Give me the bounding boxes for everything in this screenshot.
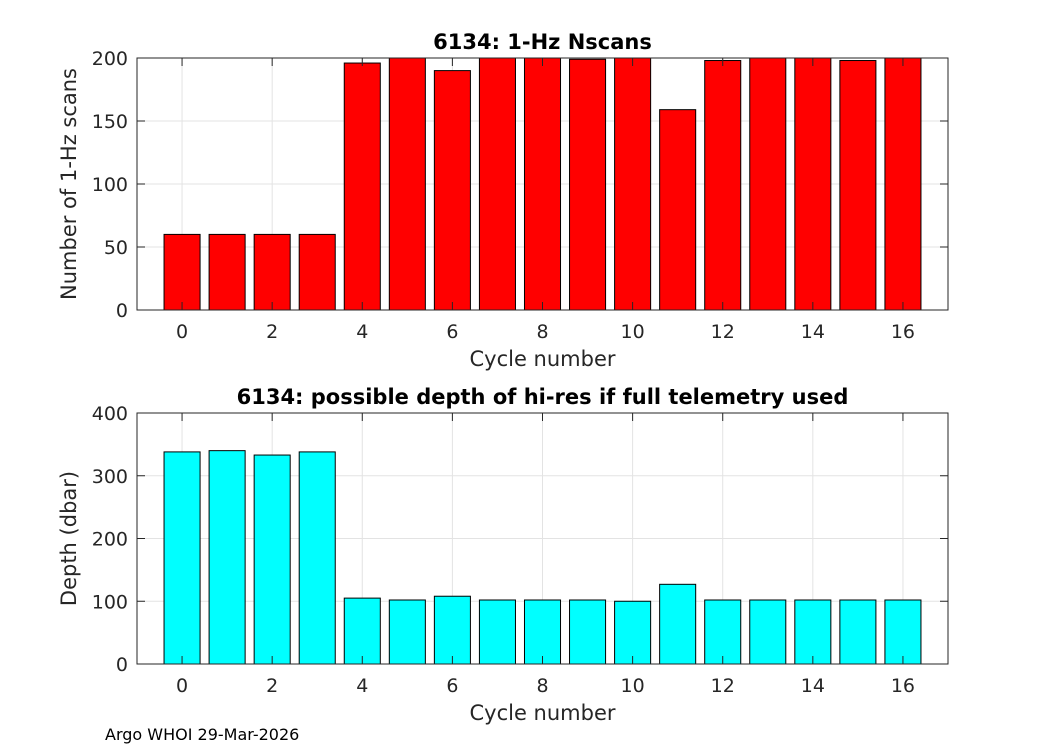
bar — [478, 599, 516, 665]
x-tick-label: 0 — [176, 675, 188, 697]
bar — [298, 233, 336, 311]
bar — [704, 60, 742, 311]
bar — [614, 600, 652, 665]
bar — [749, 57, 787, 311]
bar — [163, 451, 201, 665]
x-tick-label: 12 — [711, 321, 735, 343]
y-tick-label: 400 — [92, 403, 128, 425]
bar — [884, 57, 922, 311]
x-tick-label: 8 — [536, 675, 548, 697]
x-tick-label: 2 — [266, 675, 278, 697]
x-tick-label: 16 — [891, 321, 915, 343]
y-tick-label: 0 — [116, 654, 128, 676]
bar — [208, 450, 246, 665]
chart-depth: 0 2 4 6 8 10 12 14 16 0 100 200 300 400 6134: possible… — [57, 385, 949, 725]
x-tick-label: 4 — [356, 675, 368, 697]
bar — [433, 70, 471, 311]
bar — [253, 454, 291, 665]
bar — [704, 599, 742, 665]
x-tick-label: 8 — [536, 321, 548, 343]
x-tick-label: 16 — [891, 675, 915, 697]
x-axis-label: Cycle number — [469, 701, 615, 725]
x-tick-label: 10 — [621, 321, 645, 343]
x-tick-label: 0 — [176, 321, 188, 343]
bar — [388, 57, 426, 311]
bar — [659, 109, 697, 311]
bar — [749, 599, 787, 665]
bar — [163, 233, 201, 311]
footer-credit: Argo WHOI 29-Mar-2026 — [105, 725, 300, 744]
bar — [298, 451, 336, 665]
y-tick-label: 200 — [92, 529, 128, 551]
y-tick-label: 100 — [92, 591, 128, 613]
y-tick-label: 300 — [92, 466, 128, 488]
bar — [839, 599, 877, 665]
bar — [478, 57, 516, 311]
bar — [433, 595, 471, 665]
bar — [343, 597, 381, 665]
x-tick-label: 2 — [266, 321, 278, 343]
bar — [839, 60, 877, 311]
bar — [794, 599, 832, 665]
x-tick-label: 14 — [801, 675, 825, 697]
x-tick-label: 12 — [711, 675, 735, 697]
y-axis-label: Number of 1-Hz scans — [57, 68, 81, 300]
bar — [794, 57, 832, 311]
y-tick-label: 200 — [92, 48, 128, 70]
x-tick-label: 6 — [446, 675, 458, 697]
y-axis-label: Depth (dbar) — [57, 471, 81, 606]
bar — [659, 583, 697, 665]
bar — [523, 57, 562, 311]
y-tick-label: 0 — [116, 300, 128, 322]
x-tick-label: 6 — [446, 321, 458, 343]
bar — [253, 233, 291, 311]
chart-title: 6134: possible depth of hi-res if full t… — [237, 385, 849, 409]
y-tick-label: 100 — [92, 174, 128, 196]
bar — [569, 58, 607, 311]
bar — [569, 599, 607, 665]
y-tick-label: 50 — [104, 237, 128, 259]
x-axis-label: Cycle number — [469, 347, 615, 371]
chart-nscans: 0 2 4 6 8 10 12 14 16 0 50 100 150 200 6134: 1-Hz Nsca… — [57, 30, 949, 371]
x-tick-label: 10 — [621, 675, 645, 697]
x-tick-label: 14 — [801, 321, 825, 343]
bar — [523, 599, 562, 665]
bar — [208, 233, 246, 311]
bar — [884, 599, 922, 665]
chart-title: 6134: 1-Hz Nscans — [433, 30, 652, 54]
bar — [343, 62, 381, 311]
bar — [388, 599, 426, 665]
x-tick-label: 4 — [356, 321, 368, 343]
y-tick-label: 150 — [92, 111, 128, 133]
bar — [614, 57, 652, 311]
